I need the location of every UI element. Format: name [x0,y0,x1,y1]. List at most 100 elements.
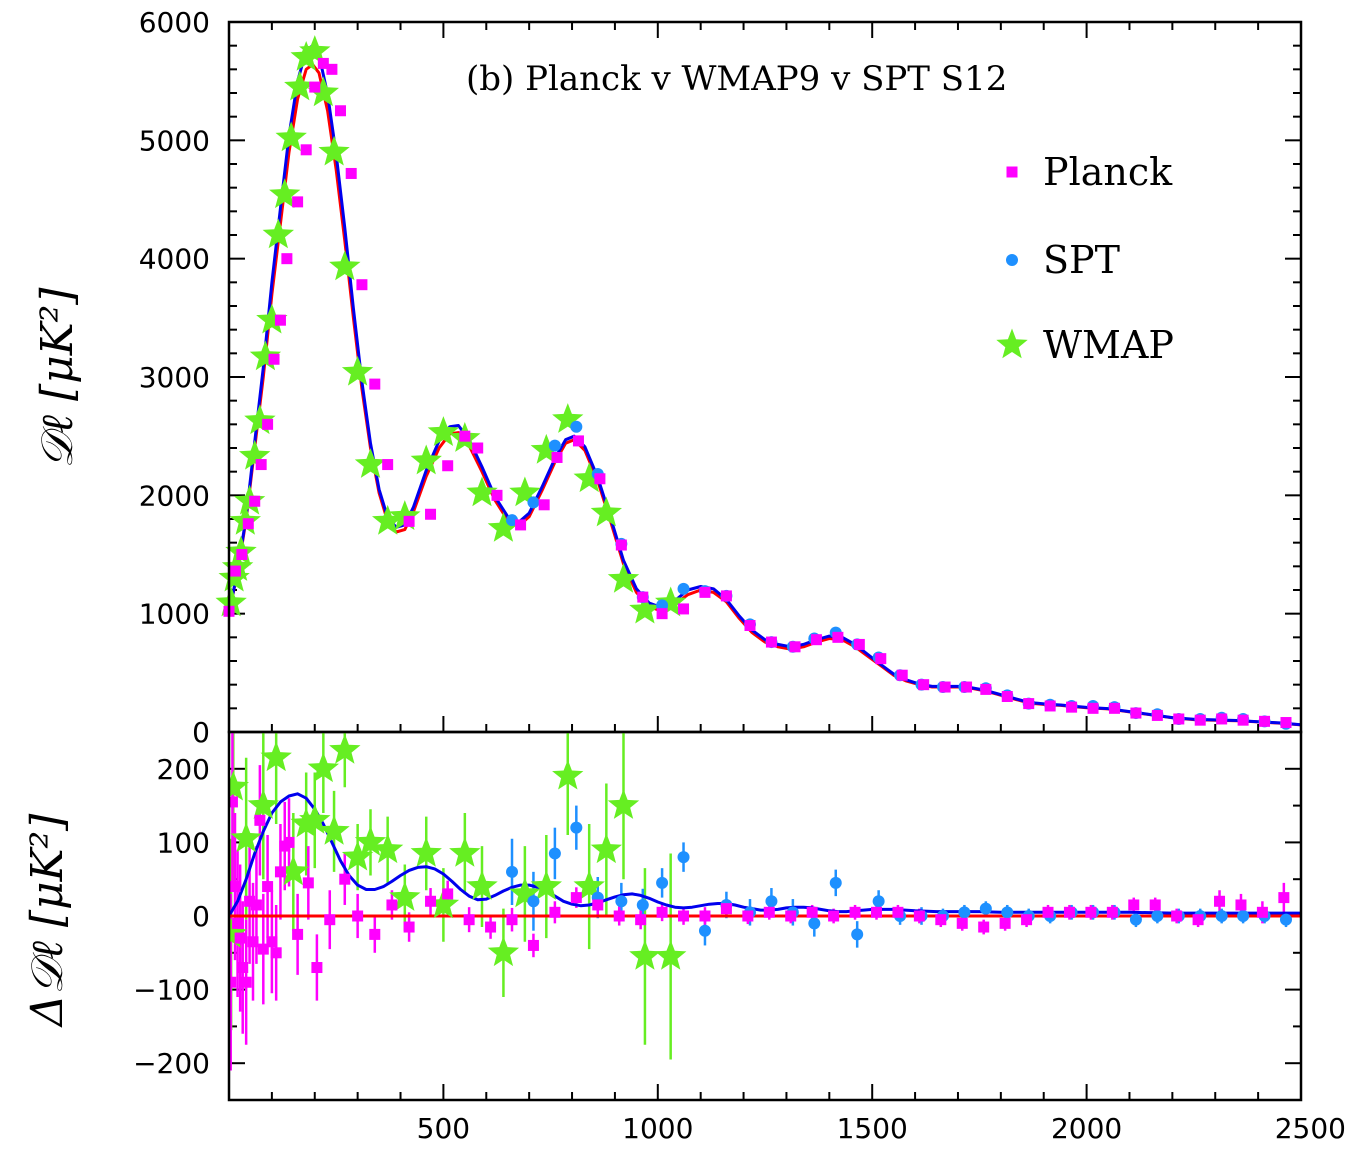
legend-spt-marker [1006,254,1018,266]
planck-residual-point [913,910,925,922]
wmap-residual-point [329,733,361,764]
planck-point [699,586,711,598]
planck-residual-point [283,836,295,848]
wmap-residual-point [260,741,292,772]
wmap-residual-point [354,825,387,856]
planck-residual-point [339,873,351,885]
wmap-residual-point [277,855,309,886]
planck-point [249,495,261,507]
planck-point [1280,717,1292,729]
wmap-residual-point [410,836,442,867]
planck-point [980,683,992,695]
spt-residual-point [1279,913,1292,926]
y-tick-label: −200 [133,1047,210,1080]
top-model-lines [229,44,1301,727]
spt-residual-point [615,895,628,908]
legend: Planck SPT WMAP [996,150,1174,367]
wmap-point [215,586,247,617]
wmap-residual-point [341,840,374,871]
wmap-point [262,218,294,249]
planck-point [369,378,381,390]
y-tick-label: 1000 [139,598,210,631]
planck-point [896,669,908,681]
spt-residual-point [548,847,561,860]
planck-point [491,489,503,501]
planck-point [853,638,865,650]
planck-residual-point [1128,899,1140,911]
planck-residual-point [352,910,364,922]
planck-residual-point [1171,910,1183,922]
spt-point [548,439,561,452]
wmap-residual-point [655,940,687,970]
planck-point [1066,701,1078,713]
planck-point [255,459,267,471]
legend-wmap-marker [996,328,1028,359]
planck-point [242,518,254,530]
blue-model-curve [229,44,1301,727]
planck-point [594,473,606,485]
planck-point [459,430,471,442]
planck-residual-point [1192,914,1204,926]
planck-point [1259,715,1271,727]
planck-residual-point [570,892,582,904]
planck-point [572,435,584,447]
top-plot-frame [227,20,1303,734]
planck-residual-point [270,947,282,959]
planck-point [229,565,241,577]
planck-residual-point [425,895,437,907]
wmap-residual-point [290,807,322,838]
planck-point [1044,700,1056,712]
wmap-residual-point [427,888,460,919]
spt-residual-point [677,851,690,864]
planck-residual-point [1063,906,1075,918]
wmap-point [329,250,361,281]
planck-residual-point [613,910,625,922]
planck-residual-point [266,936,278,948]
wmap-point [607,562,640,593]
top-ytick-labels: 0 1000 2000 3000 4000 5000 6000 [139,6,210,749]
spt-residual-point [1129,913,1142,926]
top-tick-marks [228,21,1302,733]
wmap-residual-point [573,870,605,900]
planck-point [678,603,690,615]
planck-residual-point [234,932,246,944]
wmap-point [307,76,339,107]
planck-residual-point [978,921,990,933]
planck-residual-point [678,910,690,922]
planck-point [656,608,668,620]
bottom-error-bars [229,732,1288,1071]
planck-residual-point [1149,899,1161,911]
planck-residual-point [1235,899,1247,911]
planck-residual-point [229,976,237,988]
planck-residual-point [229,796,238,808]
planck-residual-point [527,939,539,951]
planck-point [810,634,822,646]
wmap-point [629,593,661,624]
y-tick-label: 6000 [139,6,210,39]
planck-point [961,681,973,693]
spt-residual-point [1215,910,1228,922]
planck-point [1237,714,1249,726]
bottom-y-axis-label: Δ𝒟ℓ [μK²] [22,813,73,1028]
y-tick-label: 0 [192,900,210,933]
planck-residual-point [870,906,882,918]
planck-residual-point [292,928,304,940]
planck-residual-point [262,881,274,893]
wmap-residual-point [530,870,562,900]
wmap-point [372,504,404,535]
wmap-point [299,35,331,65]
spt-point [677,582,690,595]
y-tick-label: 0 [192,716,210,749]
planck-residual-point [720,903,732,915]
wmap-point [427,416,460,446]
spt-residual-point [636,898,649,911]
wmap-point [239,439,271,470]
wmap-point [389,500,421,530]
planck-point [1087,702,1099,714]
wmap-residual-point [247,789,279,819]
legend-planck-marker [1006,166,1018,178]
chart-title: (b) Planck v WMAP9 v SPT S12 [466,59,1007,99]
planck-residual-point [244,895,256,907]
planck-residual-point [1085,906,1097,918]
x-tick-label: 500 [417,1112,470,1145]
